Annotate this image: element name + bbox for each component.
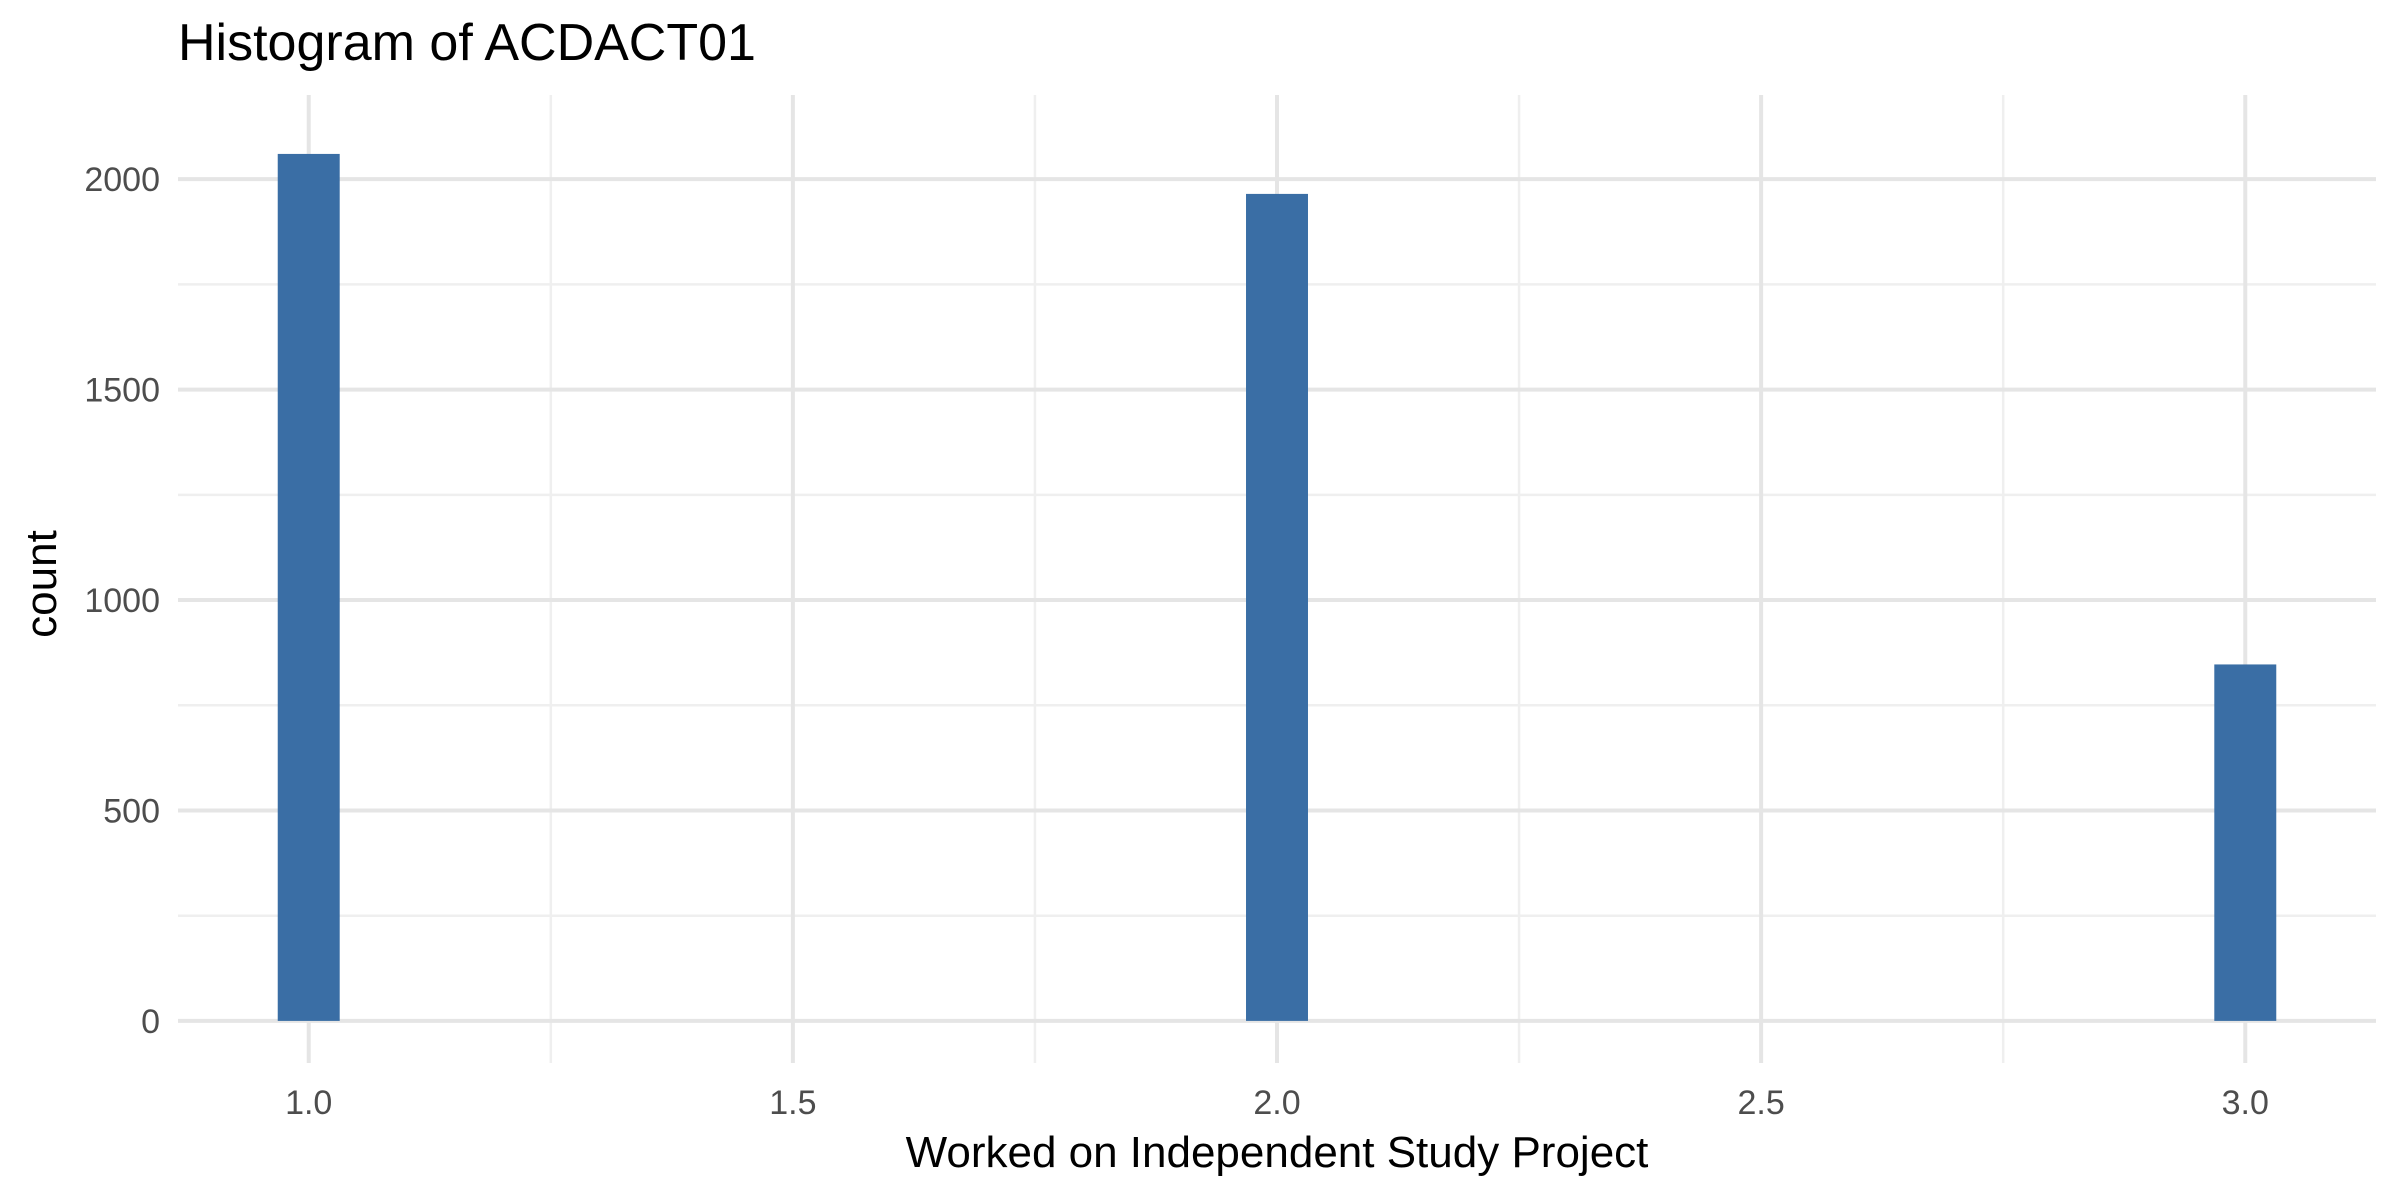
- x-tick-label: 2.0: [1253, 1084, 1300, 1122]
- minor-gridlines-x: [549, 95, 2005, 1063]
- x-tick-labels: 1.0 1.5 2.0 2.5 3.0: [285, 1084, 2269, 1122]
- x-tick-label: 3.0: [2222, 1084, 2269, 1122]
- chart-title: Histogram of ACDACT01: [178, 14, 756, 72]
- bars: [277, 153, 2277, 1021]
- y-tick-labels: 0 500 1000 1500 2000: [84, 161, 160, 1041]
- y-axis-title: count: [17, 530, 66, 638]
- x-tick-label: 1.0: [285, 1084, 332, 1122]
- y-tick-label: 0: [141, 1003, 160, 1041]
- y-tick-label: 1500: [84, 372, 160, 410]
- y-tick-label: 1000: [84, 582, 160, 620]
- histogram-bar: [2214, 664, 2277, 1021]
- x-tick-label: 1.5: [769, 1084, 816, 1122]
- histogram-bar: [1246, 193, 1308, 1021]
- y-tick-label: 2000: [84, 161, 160, 199]
- y-tick-label: 500: [103, 792, 160, 830]
- x-tick-label: 2.5: [1738, 1084, 1785, 1122]
- histogram-bar: [277, 153, 340, 1021]
- x-axis-title: Worked on Independent Study Project: [906, 1128, 1649, 1177]
